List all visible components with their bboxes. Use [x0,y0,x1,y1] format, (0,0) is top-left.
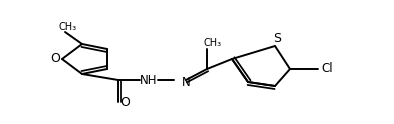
Text: O: O [120,95,130,108]
Text: NH: NH [140,74,158,87]
Text: O: O [50,52,60,65]
Text: S: S [273,31,281,45]
Text: CH₃: CH₃ [204,38,222,48]
Text: Cl: Cl [321,62,333,76]
Text: N: N [182,76,190,89]
Text: CH₃: CH₃ [59,22,77,32]
